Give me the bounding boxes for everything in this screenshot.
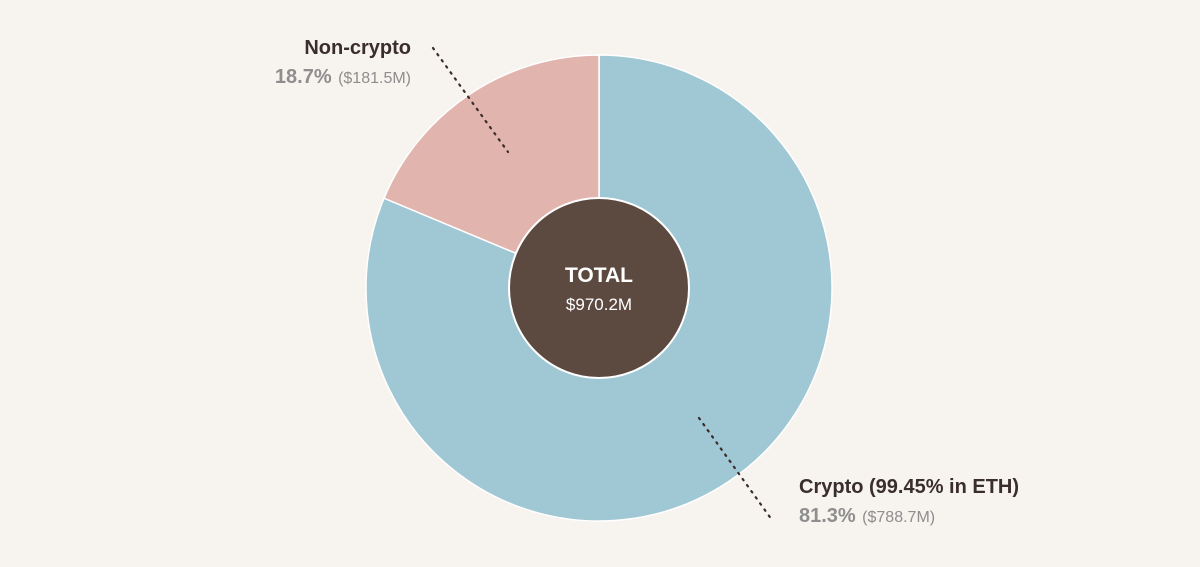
center-value: $970.2M [566, 295, 632, 314]
noncrypto-values: 18.7% ($181.5M) [256, 66, 411, 89]
crypto-leader-line [697, 416, 774, 522]
crypto-amount: ($788.7M) [862, 509, 936, 526]
crypto-name: Crypto (99.45% in ETH) [799, 476, 1020, 498]
crypto-percent: 81.3% [799, 505, 856, 527]
center-circle [508, 197, 690, 379]
crypto-label: Crypto (99.45% in ETH) 81.3% ($788.7M) [799, 476, 1019, 528]
leader-lines [431, 46, 774, 522]
crypto-values: 81.3% ($788.7M) [799, 505, 1019, 528]
center-title: TOTAL [565, 264, 633, 287]
noncrypto-leader-line [431, 46, 510, 154]
noncrypto-percent: 18.7% [274, 66, 332, 88]
noncrypto-amount: ($181.5M) [338, 70, 411, 87]
noncrypto-label: Non-crypto 18.7% ($181.5M) [256, 37, 411, 89]
noncrypto-name: Non-crypto [304, 37, 411, 59]
